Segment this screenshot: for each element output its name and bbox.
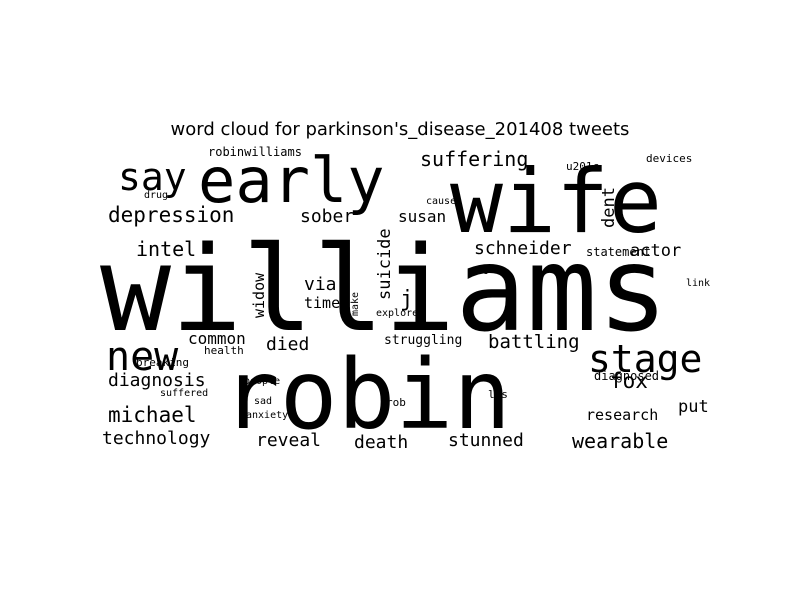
word-breaking: breaking <box>136 356 189 369</box>
word-research: research <box>586 406 658 424</box>
word-explores: explores <box>376 308 424 319</box>
word-drug: drug <box>144 190 168 201</box>
word-depression: depression <box>108 203 234 227</box>
word-dent: dent <box>599 187 619 228</box>
word-reveal: reveal <box>256 430 321 451</box>
word-diagnosed: diagnosed <box>594 369 659 383</box>
word-suicide: suicide <box>375 228 395 300</box>
word-put: put <box>678 397 709 417</box>
word-death: death <box>354 432 408 453</box>
word-robinwilliams: robinwilliams <box>208 145 302 159</box>
word-people: people <box>244 376 280 387</box>
word-via: via <box>304 274 337 295</box>
word-common: common <box>188 329 246 348</box>
word-suffered: suffered <box>160 388 208 399</box>
word-intel: intel <box>136 237 196 261</box>
word-u201c: u201c <box>566 160 599 173</box>
word-early: early <box>198 144 385 217</box>
word-widow: widow <box>250 272 268 318</box>
word-technology: technology <box>102 428 211 449</box>
word-los: los <box>488 388 508 401</box>
word-diagnosis: diagnosis <box>108 370 206 391</box>
word-statement: statement <box>586 245 651 259</box>
word-sad: sad <box>254 396 272 407</box>
word-rob: rob <box>386 396 406 409</box>
word-williams: williams <box>100 220 668 358</box>
word-sober: sober <box>300 206 354 227</box>
word-anxiety: anxiety <box>246 410 288 421</box>
word-make: make <box>350 292 361 316</box>
word-susan: susan <box>398 207 446 226</box>
word-wearable: wearable <box>572 429 668 453</box>
word-robin: robin <box>222 339 511 451</box>
word-died: died <box>266 334 309 355</box>
word-j: j <box>400 287 413 312</box>
word-health: health <box>204 344 244 357</box>
word-battling: battling <box>488 331 580 353</box>
chart-title: word cloud for parkinson's_disease_20140… <box>170 119 630 140</box>
word-stage: stage <box>588 337 702 381</box>
word-schneider: schneider <box>474 238 572 259</box>
word-struggling: struggling <box>384 333 462 348</box>
word-say: say <box>118 155 187 199</box>
word-cause: cause <box>426 196 456 207</box>
word-michael: michael <box>108 403 197 427</box>
word-actor: actor <box>630 241 681 261</box>
word-wife: wife <box>450 150 662 253</box>
word-link: link <box>686 278 710 289</box>
word-stunned: stunned <box>448 430 524 451</box>
word-fox: fox <box>610 369 648 393</box>
word-rt: rt <box>474 263 488 277</box>
word-devices: devices <box>646 152 692 165</box>
word-suffering: suffering <box>420 147 528 171</box>
word-new: new <box>106 334 179 380</box>
word-time: time <box>304 294 340 312</box>
